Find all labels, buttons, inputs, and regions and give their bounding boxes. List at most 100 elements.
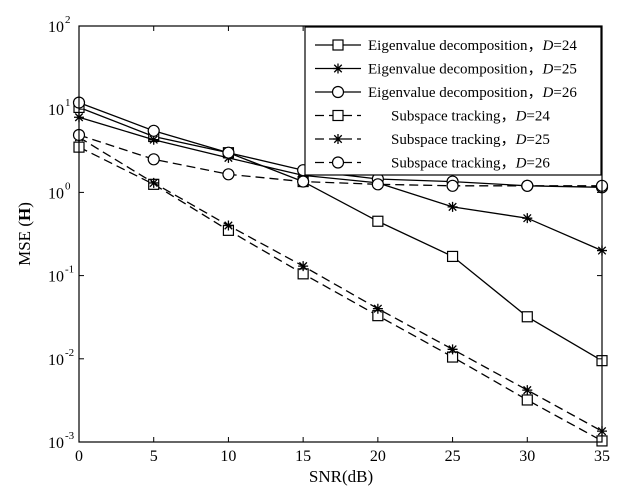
legend-item-2-label-part-2: D <box>542 62 554 78</box>
series-6-point-3-shape <box>222 168 235 181</box>
legend-item-1: Eigenvalue decomposition，D=24 <box>315 38 577 54</box>
series-1-point-5-shape <box>372 215 384 227</box>
legend-item-2-marker-shape <box>333 63 343 74</box>
y-tick-label-exp-5: 1 <box>65 97 71 109</box>
legend-box <box>304 26 602 176</box>
legend-item-1-label-part-2: D <box>542 38 554 54</box>
series-1-line <box>78 106 603 362</box>
series-5-point-4-shape <box>298 261 309 272</box>
series-1-point-6-shape <box>446 250 459 263</box>
legend-item-1-marker-shape <box>332 39 344 51</box>
x-tick-label-7: 30 <box>519 448 535 465</box>
legend-item-5: Subspace tracking，D=25 <box>315 132 550 148</box>
legend-item-4-marker <box>332 109 344 122</box>
series-6-point-2 <box>147 153 160 166</box>
legend-item-6: Subspace tracking，D=26 <box>315 156 550 172</box>
series-1-point-7-shape <box>521 311 533 323</box>
y-tick-label-base-2: 10 <box>48 352 64 369</box>
legend-item-6-marker <box>331 156 345 169</box>
y-tick-label-base-5: 10 <box>48 102 64 119</box>
series-5-point-7-shape <box>522 385 533 396</box>
legend-item-3-marker-shape <box>331 85 345 99</box>
series-6-point-5-shape <box>371 178 384 191</box>
legend-item-6-label-part-2: D <box>515 156 527 172</box>
legend-item-2-label-part-1: Eigenvalue decomposition， <box>368 62 543 78</box>
y-tick-label-4: 10 <box>48 185 64 202</box>
series-6-point-6-shape <box>446 179 459 192</box>
legend-item-6-label: Subspace tracking，D=26 <box>391 156 550 172</box>
legend-item-3-label-part-2: D <box>542 85 554 101</box>
legend-item-5-label-part-2: D <box>515 132 527 148</box>
legend-item-3-label: Eigenvalue decomposition，D=26 <box>368 85 577 101</box>
legend-item-4-label-part-3: =24 <box>526 109 550 125</box>
legend-item-5-label-part-1: Subspace tracking， <box>391 132 516 148</box>
x-tick-label-2: 5 <box>150 448 158 465</box>
series-6-point-4 <box>297 175 310 188</box>
x-tick-label-3: 10 <box>220 448 236 465</box>
legend-item-3-label-part-3: =26 <box>553 85 577 101</box>
series-5-point-2-shape <box>148 177 159 188</box>
legend-item-2: Eigenvalue decomposition，D=25 <box>315 62 577 78</box>
legend-item-1-label: Eigenvalue decomposition，D=24 <box>368 38 577 54</box>
legend-item-4: Subspace tracking，D=24 <box>315 109 550 125</box>
series-5-point-4 <box>298 261 309 272</box>
series-5-point-6-shape <box>447 344 458 355</box>
series-6-point-3 <box>222 168 235 181</box>
legend-item-1-label-part-1: Eigenvalue decomposition， <box>368 38 543 54</box>
y-axis-title-suffix: ) <box>15 202 34 208</box>
x-tick-label-5: 20 <box>370 448 386 465</box>
series-5-line <box>78 136 603 432</box>
y-tick-label-exp-4: 0 <box>65 180 71 192</box>
series-2-point-6 <box>447 201 458 212</box>
legend-item-1-label-part-3: =24 <box>553 38 577 54</box>
legend-item-4-label-part-2: D <box>515 109 527 125</box>
legend-item-2-marker <box>333 63 343 74</box>
x-tick-label-8: 35 <box>594 448 610 465</box>
legend-item-3-label-part-1: Eigenvalue decomposition， <box>368 85 543 101</box>
series-2-point-2-shape <box>148 134 159 145</box>
series-2-point-6-shape <box>447 201 458 212</box>
series-3-point-2 <box>147 124 160 137</box>
series-5-point-5-shape <box>372 303 383 314</box>
series-6-point-4-shape <box>297 175 310 188</box>
y-tick-label-3: 10 <box>48 269 64 286</box>
y-tick-label-exp-6: 2 <box>65 14 71 26</box>
y-tick-label-6: 10 <box>48 19 64 36</box>
series-6 <box>72 128 609 192</box>
series-5-point-2 <box>148 177 159 188</box>
series-2-line <box>78 116 603 252</box>
legend-item-5-label-part-3: =25 <box>526 132 549 148</box>
legend-item-5-marker-shape <box>333 134 343 144</box>
legend-item-6-label-part-3: =26 <box>526 156 550 172</box>
y-tick-label-exp-2: -2 <box>65 347 74 359</box>
series-4-point-7 <box>521 394 533 406</box>
series-4-line <box>78 146 603 442</box>
x-tick-label-6: 25 <box>445 448 461 465</box>
y-tick-label-exp-1: -3 <box>65 430 75 442</box>
legend: Eigenvalue decomposition，D=24Eigenvalue … <box>304 26 602 176</box>
legend-item-6-marker-shape <box>331 156 345 169</box>
series-6-point-7 <box>521 179 534 192</box>
series-2-point-2 <box>148 134 159 145</box>
y-tick-label-exp-3: -1 <box>65 264 74 276</box>
legend-item-3: Eigenvalue decomposition，D=26 <box>315 85 577 101</box>
legend-item-4-label-part-1: Subspace tracking， <box>391 109 516 125</box>
legend-item-5-label: Subspace tracking，D=25 <box>391 132 550 148</box>
series-3-point-3 <box>222 146 235 159</box>
legend-item-4-label: Subspace tracking，D=24 <box>391 109 550 125</box>
x-tick-label-1: 0 <box>75 448 83 465</box>
series-5-point-7 <box>522 385 533 396</box>
legend-item-3-marker <box>331 85 345 99</box>
y-axis-title-bold: H <box>15 208 34 221</box>
legend-item-5-marker <box>333 134 343 144</box>
series-2-point-7-shape <box>522 213 533 224</box>
legend-item-2-label-part-3: =25 <box>553 62 576 78</box>
series-5-point-3-shape <box>223 220 234 231</box>
series-5-point-6 <box>447 344 458 355</box>
x-axis-title: SNR(dB) <box>309 467 373 486</box>
legend-item-4-marker-shape <box>332 109 344 122</box>
plot-frame <box>78 25 603 443</box>
series-1-point-7 <box>521 311 533 323</box>
y-tick-label-base-3: 10 <box>48 269 64 286</box>
